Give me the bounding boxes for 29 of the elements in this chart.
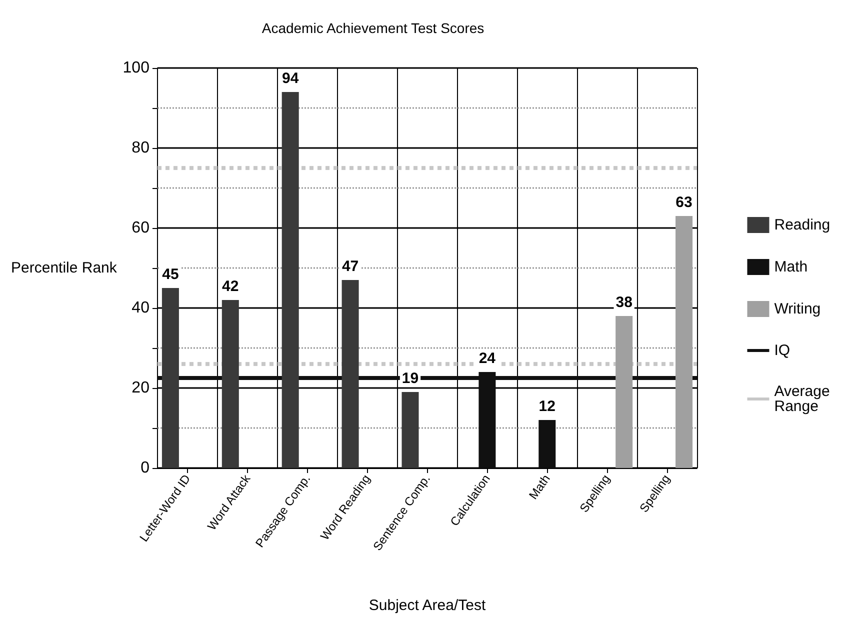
data-label: 42 xyxy=(222,278,239,295)
bar xyxy=(538,420,556,468)
data-label: 63 xyxy=(676,194,692,211)
data-label: 24 xyxy=(478,350,496,367)
legend-label: IQ xyxy=(774,342,790,359)
bar xyxy=(342,280,359,468)
y-tick-label: 40 xyxy=(132,300,150,316)
y-axis-title: Percentile Rank xyxy=(11,260,118,276)
data-label: 94 xyxy=(282,70,300,87)
data-label: 45 xyxy=(162,266,179,283)
data-label: 38 xyxy=(616,294,632,311)
y-tick-label: 60 xyxy=(132,220,150,236)
legend-label: Writing xyxy=(774,300,821,318)
data-label: 12 xyxy=(538,398,556,415)
data-label: 19 xyxy=(402,370,419,387)
y-tick-label: 20 xyxy=(132,380,150,396)
bar xyxy=(222,300,239,468)
y-tick-label: 100 xyxy=(122,60,150,76)
x-axis-title: Subject Area/Test xyxy=(368,597,486,614)
legend-label: Reading xyxy=(774,216,830,234)
y-tick-label: 80 xyxy=(132,140,150,156)
bar xyxy=(402,392,419,468)
data-label: 47 xyxy=(342,258,359,275)
y-tick-label: 0 xyxy=(140,460,150,476)
bar xyxy=(162,288,179,468)
chart-title: Academic Achievement Test Scores xyxy=(262,20,484,36)
legend-label: Average Range xyxy=(774,383,834,415)
bar xyxy=(282,92,299,468)
legend-label: Math xyxy=(774,258,808,276)
